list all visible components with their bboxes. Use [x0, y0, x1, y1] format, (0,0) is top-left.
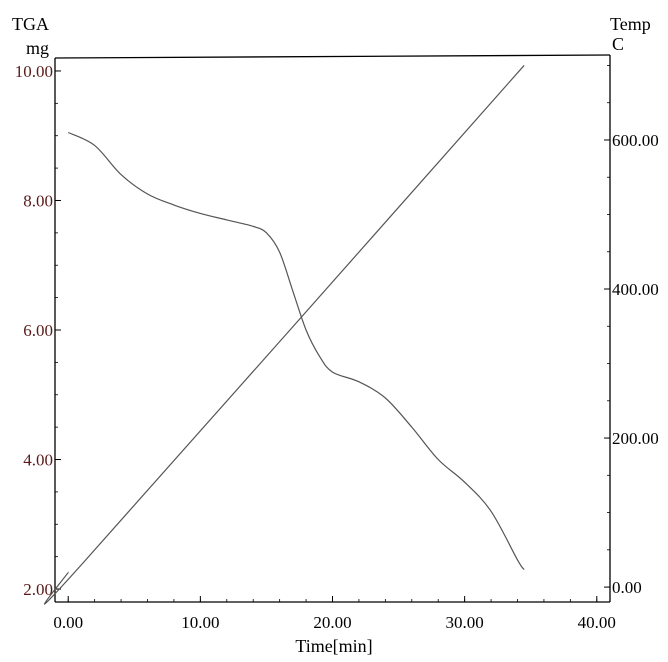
- left-tick-label: 4.00: [23, 451, 53, 470]
- x-axis-ticks: 0.00 10.00 20.00 30.00 40.00: [53, 596, 616, 632]
- x-tick-label: 20.00: [313, 613, 351, 632]
- left-tick-label: 6.00: [23, 321, 53, 340]
- x-tick-label: 30.00: [446, 613, 484, 632]
- x-tick-label: 0.00: [53, 613, 83, 632]
- top-axis-line: [54, 54, 611, 59]
- series-group: [43, 65, 525, 605]
- right-tick-label: 400.00: [612, 280, 659, 299]
- tga-weight-series: [67, 131, 525, 570]
- left-tick-label: 8.00: [23, 191, 53, 210]
- left-tick-label: 10.00: [15, 62, 53, 81]
- left-axis-unit: mg: [26, 38, 49, 58]
- left-tick-label: 2.00: [23, 580, 53, 599]
- right-axis-title: Temp: [610, 14, 651, 34]
- x-axis-label: Time[min]: [295, 636, 372, 656]
- x-tick-label: 40.00: [578, 613, 616, 632]
- plot-frame: [54, 54, 611, 603]
- left-axis-ticks: 10.00 8.00 6.00 4.00 2.00: [15, 62, 61, 599]
- left-axis-title: TGA: [12, 14, 49, 34]
- right-tick-label: 200.00: [612, 429, 659, 448]
- right-axis-unit: C: [612, 34, 624, 54]
- right-tick-label: 0.00: [612, 578, 642, 597]
- right-tick-label: 600.00: [612, 131, 659, 150]
- temperature-series: [43, 65, 525, 605]
- right-axis-ticks: 600.00 400.00 200.00 0.00: [604, 65, 659, 597]
- x-tick-label: 10.00: [181, 613, 219, 632]
